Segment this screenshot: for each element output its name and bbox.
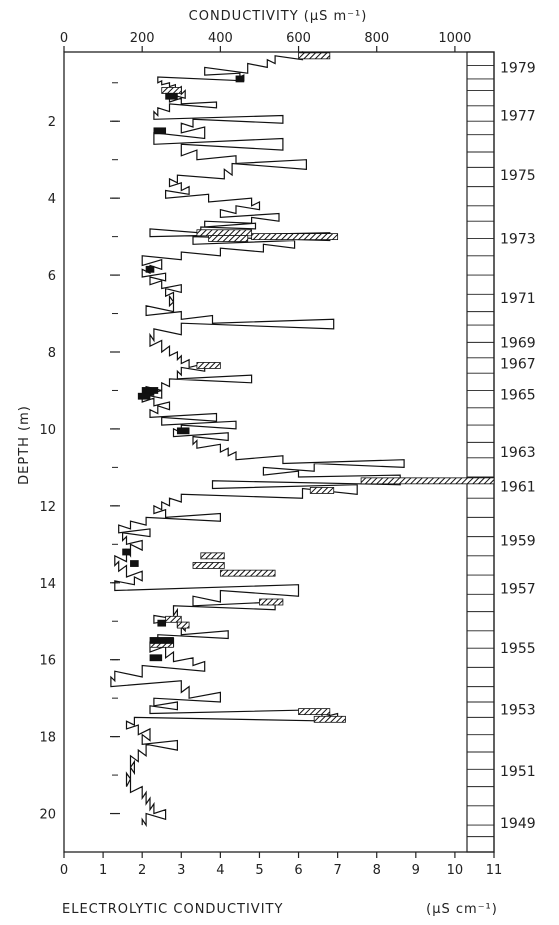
bottom-tick-label: 2 — [138, 863, 146, 878]
year-label: 1975 — [500, 168, 536, 184]
bottom-tick-label: 8 — [373, 863, 381, 878]
depth-tick-label: 12 — [39, 500, 56, 515]
hatched-segment — [259, 598, 284, 606]
bottom-axis-label: ELECTROLYTIC CONDUCTIVITY — [62, 902, 283, 917]
hatched-segment — [192, 562, 225, 569]
year-label: 1957 — [500, 582, 536, 598]
top-axis-label: CONDUCTIVITY (μS m⁻¹) — [189, 9, 368, 24]
bottom-tick-label: 9 — [412, 863, 420, 878]
depth-tick-label: 20 — [39, 808, 56, 823]
solid-segment — [122, 548, 131, 556]
year-label: 1973 — [500, 232, 536, 248]
year-label: 1951 — [500, 764, 536, 780]
year-labels: 1979 1977 1975 1973 1971 1969 1967 1965 1963 1961… — [500, 60, 536, 832]
solid-segment — [137, 392, 151, 400]
year-label: 1949 — [500, 816, 536, 832]
bottom-tick-label: 0 — [60, 863, 68, 878]
year-label: 1959 — [500, 533, 536, 549]
hatched-segment — [251, 233, 339, 241]
bottom-axis-unit: (μS cm⁻¹) — [426, 902, 498, 917]
top-tick-label: 0 — [60, 31, 68, 46]
solid-segment — [145, 265, 155, 273]
bottom-tick-label: 3 — [177, 863, 185, 878]
year-label: 1979 — [500, 60, 536, 76]
hatched-segment — [309, 487, 335, 494]
solid-segment — [235, 75, 245, 83]
bottom-tick-label: 4 — [216, 863, 224, 878]
depth-tick-label: 18 — [39, 731, 56, 746]
depth-tick-label: 2 — [48, 115, 56, 130]
bottom-tick-label: 1 — [99, 863, 107, 878]
hatched-segment — [219, 569, 276, 577]
top-tick-label: 800 — [364, 31, 389, 46]
bottom-tick-label: 10 — [447, 863, 464, 878]
solid-segment — [165, 92, 178, 100]
hatched-segment — [176, 621, 190, 629]
year-label: 1965 — [500, 387, 536, 403]
year-label: 1961 — [500, 480, 536, 496]
hatched-segment — [208, 235, 249, 242]
top-tick-label: 400 — [208, 31, 233, 46]
hatched-segment — [298, 708, 331, 716]
solid-segment — [149, 654, 163, 662]
top-axis-ticks: 0 200 400 600 800 1000 — [60, 31, 471, 52]
year-label: 1971 — [500, 291, 536, 307]
depth-tick-label: 4 — [48, 192, 56, 207]
depth-tick-label: 8 — [48, 346, 56, 361]
solid-segment — [153, 127, 167, 135]
hatched-segment — [360, 477, 495, 485]
year-label: 1953 — [500, 703, 536, 719]
bottom-tick-label: 7 — [333, 863, 341, 878]
bottom-tick-label: 11 — [486, 863, 503, 878]
hatched-segment — [196, 362, 221, 369]
top-tick-label: 600 — [286, 31, 311, 46]
depth-tick-label: 16 — [39, 654, 56, 669]
depth-tick-label: 6 — [48, 269, 56, 284]
year-label: 1977 — [500, 108, 536, 124]
year-label: 1967 — [500, 357, 536, 373]
hatched-segment — [313, 715, 346, 723]
year-label: 1969 — [500, 335, 536, 351]
hatched-segment — [196, 229, 253, 237]
conductivity-profile-line — [110, 51, 405, 828]
top-tick-label: 1000 — [438, 31, 471, 46]
hatched-segment — [165, 615, 182, 623]
bottom-tick-label: 6 — [294, 863, 302, 878]
bottom-tick-label: 5 — [255, 863, 263, 878]
depth-tick-label: 10 — [39, 423, 56, 438]
solid-segment — [149, 637, 174, 644]
y-axis-label: DEPTH (m) — [17, 405, 32, 485]
solid-segment — [130, 560, 139, 567]
hatched-segment — [200, 552, 225, 560]
hatched-segment — [298, 52, 331, 60]
year-label: 1955 — [500, 641, 536, 657]
depth-tick-label: 14 — [39, 577, 56, 592]
core-strip-marks — [467, 51, 494, 853]
hatched-segment — [161, 87, 182, 94]
top-tick-label: 200 — [130, 31, 155, 46]
solid-segment — [157, 619, 167, 627]
year-label: 1963 — [500, 445, 536, 461]
highlighted-segments — [122, 52, 495, 723]
solid-segment — [176, 427, 190, 435]
bottom-axis-ticks: 0 1 2 3 4 5 6 7 8 9 10 11 — [60, 852, 502, 878]
